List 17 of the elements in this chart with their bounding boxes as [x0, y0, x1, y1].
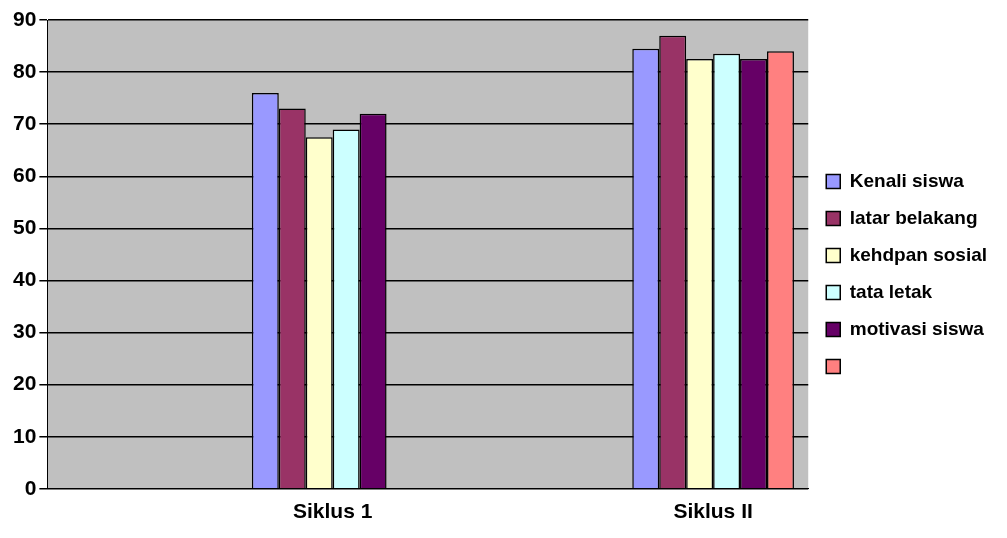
legend-label: Kenali siswa: [849, 169, 965, 191]
legend-label: kehdpan sosial: [849, 243, 988, 265]
y-tick-label: 30: [13, 319, 37, 343]
x-tick-label: Siklus 1: [292, 499, 373, 523]
legend-label: motivasi siswa: [849, 317, 985, 339]
y-tick-label: 90: [13, 6, 37, 30]
y-tick-label: 20: [13, 371, 37, 395]
y-tick-label: 50: [13, 215, 37, 239]
y-tick-label: 10: [13, 423, 37, 447]
y-tick-label: 80: [13, 58, 37, 82]
legend-label: latar belakang: [849, 206, 978, 228]
y-tick-label: 40: [13, 267, 37, 291]
legend-label: tata letak: [849, 280, 933, 302]
y-tick-label: 60: [13, 163, 37, 187]
y-tick-label: 0: [24, 475, 37, 499]
x-tick-label: Siklus II: [673, 499, 753, 523]
y-tick-label: 70: [13, 110, 37, 134]
